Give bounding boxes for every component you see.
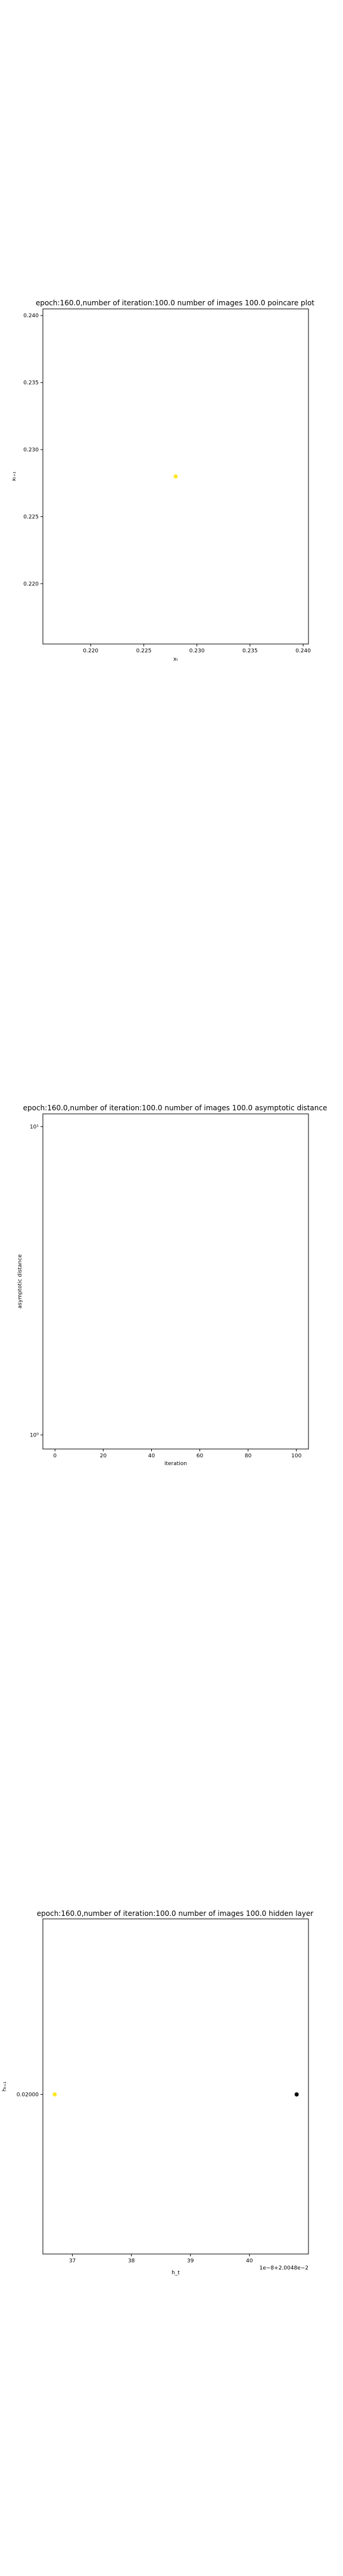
hidden-layer-plot-area <box>42 1918 309 2255</box>
x-tick-label: 40 <box>148 1453 155 1459</box>
asymptotic-x-ticks: 0 20 40 60 80 100 <box>53 1449 302 1459</box>
x-tick-label: 0.235 <box>242 648 258 654</box>
poincare-x-ticks: 0.220 0.225 0.230 0.235 0.240 <box>83 644 311 654</box>
x-tick-label: 100 <box>291 1453 301 1459</box>
x-tick-label: 40 <box>246 2258 253 2264</box>
y-tick-label: 10¹ <box>30 1124 39 1130</box>
hidden-layer-x-ticks: 37 38 39 40 <box>69 2254 253 2264</box>
y-tick-label: 10⁰ <box>30 1432 39 1438</box>
poincare-chart: epoch:160.0,number of iteration:100.0 nu… <box>11 299 314 662</box>
asymptotic-title: epoch:160.0,number of iteration:100.0 nu… <box>23 1104 328 1112</box>
asymptotic-x-label: iteration <box>164 1461 187 1467</box>
asymptotic-distance-chart: epoch:160.0,number of iteration:100.0 nu… <box>17 1104 327 1467</box>
x-tick-label: 20 <box>100 1453 107 1459</box>
x-tick-label: 0.240 <box>295 648 311 654</box>
x-tick-label: 0 <box>53 1453 57 1459</box>
hidden-layer-title: epoch:160.0,number of iteration:100.0 nu… <box>37 1909 313 1918</box>
asymptotic-y-label: asymptotic distance <box>17 1254 23 1308</box>
poincare-y-ticks: 0.220 0.225 0.230 0.235 0.240 <box>23 313 43 587</box>
x-tick-label: 39 <box>187 2258 194 2264</box>
y-tick-label: 0.230 <box>23 447 39 453</box>
x-tick-label: 0.225 <box>136 648 152 654</box>
poincare-plot-area <box>42 308 309 645</box>
x-tick-label: 0.220 <box>83 648 98 654</box>
hidden-layer-points <box>52 2092 299 2097</box>
x-tick-label: 80 <box>245 1453 252 1459</box>
y-tick-label: 0.220 <box>23 581 39 587</box>
poincare-points <box>173 474 178 479</box>
hidden-layer-chart: epoch:160.0,number of iteration:100.0 nu… <box>2 1909 313 2276</box>
asymptotic-y-ticks: 10⁰ 10¹ <box>30 1124 43 1438</box>
x-tick-label: 37 <box>69 2258 76 2264</box>
x-tick-label: 38 <box>128 2258 135 2264</box>
poincare-y-label: xₜ₊₁ <box>11 471 17 481</box>
asymptotic-plot-area <box>42 1113 309 1450</box>
poincare-x-label: xₜ <box>173 657 178 662</box>
data-point <box>294 2092 299 2097</box>
y-tick-label: 0.235 <box>23 380 39 386</box>
y-tick-label: 0.02000 <box>17 2092 39 2098</box>
x-tick-label: 0.230 <box>189 648 205 654</box>
data-point <box>52 2092 57 2097</box>
data-point <box>173 474 178 479</box>
hidden-layer-x-offset-label: 1e−8+2.0048e−2 <box>260 2265 308 2271</box>
y-tick-label: 0.240 <box>23 313 39 319</box>
poincare-title: epoch:160.0,number of iteration:100.0 nu… <box>36 299 314 307</box>
hidden-layer-y-ticks: 0.02000 <box>17 2092 43 2098</box>
hidden-layer-y-label: hₜ₊₁ <box>2 2081 8 2091</box>
y-tick-label: 0.225 <box>23 514 39 520</box>
x-tick-label: 60 <box>197 1453 204 1459</box>
hidden-layer-x-label: h_t <box>172 2270 180 2276</box>
